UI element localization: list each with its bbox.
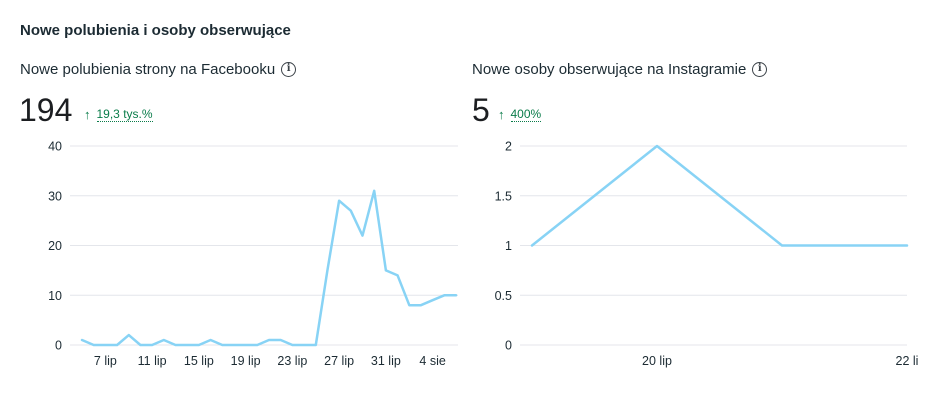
instagram-title-label: Nowe osoby obserwujące na Instagramie [472, 61, 747, 78]
x-tick-label: 20 lip [642, 354, 672, 368]
y-tick-label: 10 [48, 289, 62, 303]
facebook-panel-title: Nowe polubienia strony na Facebooku i [20, 61, 297, 78]
y-tick-label: 1 [505, 239, 512, 253]
info-icon[interactable]: i [752, 62, 768, 77]
facebook-delta-percent[interactable]: 19,3 tys.% [96, 106, 153, 122]
x-tick-label: 23 lip [277, 354, 307, 368]
arrow-up-icon: ↑ [498, 107, 505, 122]
y-tick-label: 20 [48, 239, 62, 253]
data-point[interactable] [654, 143, 660, 149]
x-tick-label: 4 sie [419, 354, 445, 368]
y-tick-label: 30 [48, 189, 62, 203]
y-tick-label: 40 [48, 140, 62, 154]
data-point[interactable] [904, 243, 910, 249]
instagram-followers-value: 5 [472, 92, 490, 128]
facebook-title-label: Nowe polubienia strony na Facebooku [20, 61, 276, 78]
arrow-up-icon: ↑ [84, 107, 91, 122]
instagram-delta-percent[interactable]: 400% [510, 106, 542, 122]
x-tick-label: 27 lip [324, 354, 354, 368]
x-tick-label: 15 lip [184, 354, 214, 368]
series-line[interactable] [530, 144, 909, 247]
x-tick-label: 19 lip [231, 354, 261, 368]
data-point[interactable] [779, 243, 785, 249]
x-tick-label: 22 li [896, 354, 919, 368]
facebook-likes-value: 194 [19, 92, 73, 128]
y-tick-label: 1.5 [495, 189, 512, 203]
y-tick-label: 0 [505, 339, 512, 353]
instagram-panel-title: Nowe osoby obserwujące na Instagramie i [472, 61, 768, 78]
y-tick-label: 0 [55, 339, 62, 353]
instagram-delta: ↑ 400% [498, 106, 542, 122]
info-icon[interactable]: i [281, 62, 297, 77]
y-tick-label: 2 [505, 140, 512, 154]
data-point[interactable] [529, 243, 535, 249]
series-line[interactable] [80, 189, 458, 347]
x-tick-label: 31 lip [371, 354, 401, 368]
y-tick-label: 0.5 [495, 289, 512, 303]
facebook-delta: ↑ 19,3 tys.% [84, 107, 153, 122]
section-title: Nowe polubienia i osoby obserwujące [20, 22, 291, 39]
x-tick-label: 7 lip [94, 354, 117, 368]
x-tick-label: 11 lip [138, 354, 167, 368]
